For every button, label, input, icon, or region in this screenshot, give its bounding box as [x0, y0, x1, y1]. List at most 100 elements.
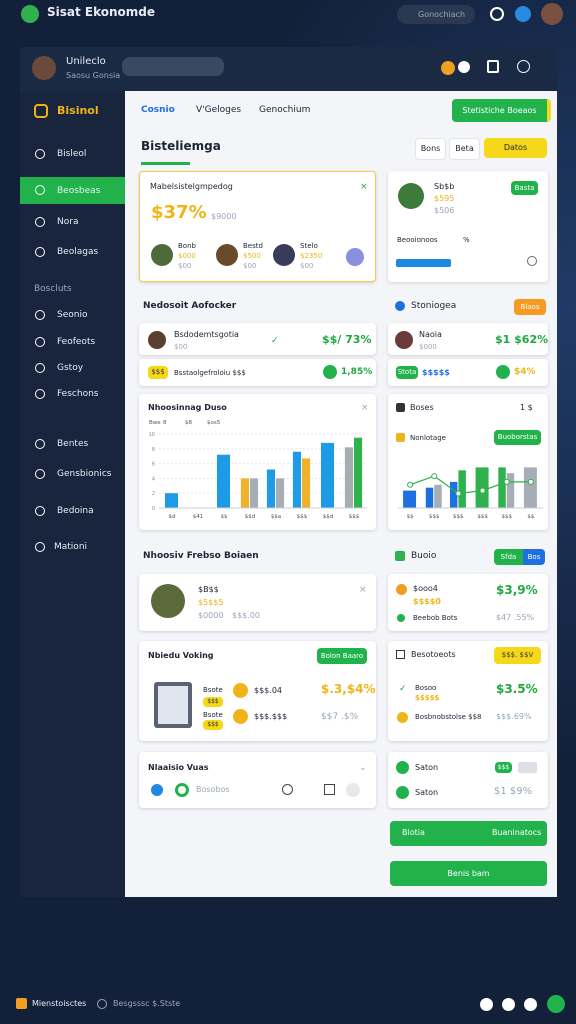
x-tick-label: $$$: [502, 514, 513, 520]
nav-icon: [35, 217, 45, 227]
nav-item[interactable]: Bisleol: [57, 149, 87, 159]
person-line: $500: [243, 252, 261, 260]
bar: [449, 481, 458, 508]
progress-fill: [396, 259, 451, 267]
avatar[interactable]: [541, 3, 563, 25]
icon: [397, 712, 408, 723]
bar: [276, 478, 285, 508]
settings-icon[interactable]: [527, 256, 537, 266]
icon: [16, 998, 27, 1009]
tab[interactable]: Genochium: [259, 105, 311, 115]
close-icon[interactable]: ×: [359, 585, 367, 595]
nav-icon: [35, 310, 45, 320]
icon[interactable]: [524, 998, 537, 1011]
bar: [250, 478, 259, 508]
chevron[interactable]: ⌄: [359, 763, 367, 773]
nav-icon: [35, 149, 45, 159]
icon: [396, 761, 409, 774]
row-sub: $00: [174, 343, 188, 351]
icon: [496, 365, 510, 379]
toggle[interactable]: Sfda: [494, 549, 523, 565]
icon[interactable]: [324, 784, 335, 795]
nav-item[interactable]: Nora: [57, 217, 79, 227]
filter-button[interactable]: Datos: [484, 138, 547, 158]
toggle[interactable]: Bos: [523, 549, 545, 565]
badge: $$$: [203, 697, 223, 707]
nav-item[interactable]: Bedoina: [57, 506, 94, 516]
section-button[interactable]: Blaos: [514, 299, 546, 315]
icon[interactable]: [517, 60, 530, 73]
button-label: Buaninatocs: [492, 828, 542, 837]
laptop-screen: [158, 686, 188, 724]
card-button[interactable]: Bolon Baaro: [317, 648, 367, 664]
doc-name: Bosoo: [415, 684, 437, 692]
bar: [302, 458, 311, 508]
views-item: Bosobos: [196, 785, 230, 794]
search-box[interactable]: [397, 5, 475, 24]
filter-button[interactable]: Beta: [449, 138, 480, 160]
nav-item[interactable]: Beolagas: [57, 247, 99, 257]
person-line: $2350: [300, 252, 323, 260]
icon[interactable]: [487, 60, 499, 73]
chart-button[interactable]: Buoborstas: [494, 430, 541, 445]
icon[interactable]: [346, 248, 364, 266]
nav-icon: [35, 363, 45, 373]
icon: [396, 584, 407, 595]
nav-item[interactable]: Mationi: [54, 542, 88, 552]
icon[interactable]: [441, 61, 455, 75]
page-title: Bisteliemga: [141, 139, 221, 153]
legend-label: Bwe: [149, 420, 161, 426]
icon: [396, 433, 405, 442]
nav-item[interactable]: Seonio: [57, 310, 88, 320]
vote-name: Bsote: [203, 686, 223, 694]
line: [409, 475, 531, 495]
icon[interactable]: [346, 783, 360, 797]
icon[interactable]: [480, 998, 493, 1011]
filter-button[interactable]: Bons: [415, 138, 446, 160]
icon[interactable]: [515, 6, 531, 22]
button-label: Blotia: [402, 828, 425, 837]
icon: [396, 786, 409, 799]
primary-button[interactable]: Stetistiche Boeaos: [452, 99, 551, 122]
big-value: $37%: [151, 202, 207, 223]
icon: [396, 650, 405, 659]
search-box[interactable]: [122, 57, 224, 76]
row-name: Naoia: [419, 330, 442, 339]
icon: [175, 783, 189, 797]
icon[interactable]: [547, 995, 565, 1013]
icon[interactable]: [490, 7, 504, 21]
nav-icon: [35, 542, 45, 552]
icon[interactable]: [458, 61, 470, 73]
brand: Bisinol: [57, 104, 99, 117]
icon[interactable]: [282, 784, 293, 795]
action-button[interactable]: [390, 821, 547, 846]
avatar: [273, 244, 295, 266]
y-tick-label: 6: [152, 462, 155, 468]
icon[interactable]: [502, 998, 515, 1011]
close-icon[interactable]: ×: [360, 182, 368, 192]
nav-item[interactable]: Feofeots: [57, 337, 96, 347]
nav-item[interactable]: Gstoy: [57, 363, 84, 373]
avatar: [398, 183, 424, 209]
chart-subtitle: Nonlotage: [410, 434, 446, 442]
line-point: [527, 478, 534, 485]
section-title: Stoniogea: [411, 301, 457, 311]
bar: [434, 484, 442, 508]
legend-label: $os5: [207, 420, 221, 426]
nav-item[interactable]: Gensbionics: [57, 469, 112, 479]
icon: [397, 614, 405, 622]
card-button[interactable]: $$$. $$V: [494, 647, 541, 664]
nav-item[interactable]: Bentes: [57, 439, 89, 449]
close-icon[interactable]: ×: [361, 403, 369, 413]
action-button[interactable]: Benis bam: [390, 861, 547, 886]
nav-item[interactable]: Feschons: [57, 389, 99, 399]
stat-line: $$$$0: [413, 597, 441, 606]
badge[interactable]: Basta: [511, 181, 538, 195]
row-sub: $000: [419, 343, 437, 351]
nav-item[interactable]: Beosbeas: [57, 186, 101, 196]
tab[interactable]: V'Geloges: [196, 105, 242, 115]
avatar: [395, 331, 413, 349]
tab[interactable]: Cosnio: [141, 105, 175, 115]
